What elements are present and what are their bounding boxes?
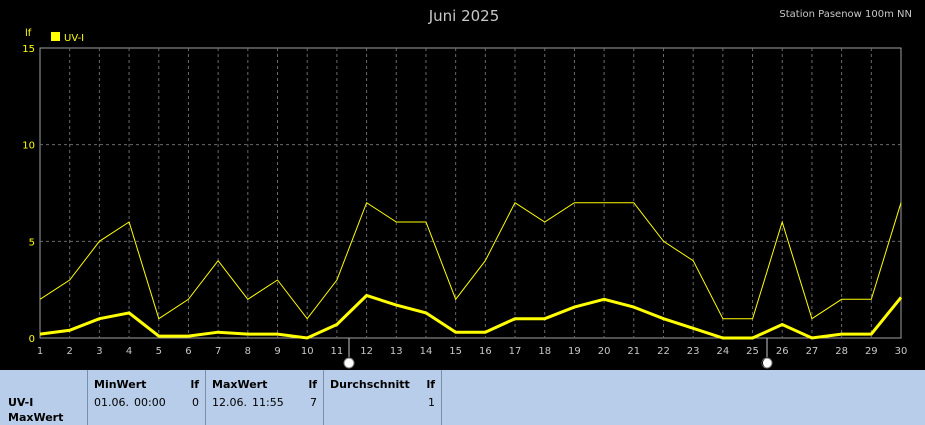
plot-frame xyxy=(39,47,902,339)
min-unit: lf xyxy=(190,378,199,391)
x-tick-label: 19 xyxy=(568,346,581,357)
x-tick-label: 11 xyxy=(331,346,344,357)
series-line-uv-i xyxy=(39,201,902,320)
min-time: 00:00 xyxy=(134,396,166,409)
min-cell: MinWert lf 01.06. 00:00 0 xyxy=(88,370,206,425)
series-lines xyxy=(39,201,903,340)
x-tick-label: 14 xyxy=(420,346,433,357)
x-tick-label: 22 xyxy=(657,346,670,357)
grid xyxy=(40,48,901,338)
x-tick-label: 6 xyxy=(185,346,191,357)
x-tick-label: 25 xyxy=(746,346,759,357)
time-markers xyxy=(343,338,773,369)
sun-icon xyxy=(343,338,355,369)
x-tick-label: 30 xyxy=(895,346,908,357)
measure-name: UV-I xyxy=(8,396,34,409)
y-tick-label: 0 xyxy=(29,334,35,345)
x-tick-label: 13 xyxy=(390,346,403,357)
x-tick-label: 15 xyxy=(449,346,462,357)
x-tick-label: 9 xyxy=(274,346,280,357)
x-tick-label: 2 xyxy=(67,346,73,357)
x-tick-label: 29 xyxy=(865,346,878,357)
max-cell: MaxWert lf 12.06. 11:55 7 xyxy=(206,370,324,425)
max-unit: lf xyxy=(308,378,317,391)
chart-title: Juni 2025 xyxy=(428,7,500,25)
x-tick-label: 27 xyxy=(806,346,819,357)
series-line-bold xyxy=(39,293,903,340)
summary-panel: UV-I MaxWert MinWert lf 01.06. 00:00 0 M… xyxy=(0,370,925,425)
min-date: 01.06. xyxy=(94,396,129,409)
x-tick-label: 5 xyxy=(156,346,162,357)
avg-header: Durchschnitt xyxy=(330,378,410,391)
max-date: 12.06. xyxy=(212,396,247,409)
x-tick-label: 28 xyxy=(835,346,848,357)
x-tick-label: 17 xyxy=(509,346,522,357)
station-label: Station Pasenow 100m NN xyxy=(779,9,912,20)
x-tick-label: 12 xyxy=(360,346,373,357)
min-value: 0 xyxy=(192,396,199,409)
y-tick-label: 15 xyxy=(22,44,35,55)
x-tick-label: 1 xyxy=(37,346,43,357)
x-tick-labels: 1 2 3 4 5 6 7 8 9 10 11 12 13 14 15 16 17 18 19 20 21 22 23 24 2… xyxy=(37,346,908,357)
max-value: 7 xyxy=(310,396,317,409)
moon-icon xyxy=(761,338,773,369)
x-tick-label: 23 xyxy=(687,346,700,357)
max-header: MaxWert xyxy=(212,378,268,391)
measure-type: MaxWert xyxy=(8,411,64,424)
y-tick-labels: 0 5 10 15 xyxy=(22,44,35,345)
avg-cell: Durchschnitt lf 1 xyxy=(324,370,442,425)
avg-value: 1 xyxy=(428,396,435,409)
x-tick-label: 8 xyxy=(245,346,251,357)
y-axis-unit: lf xyxy=(25,28,32,39)
x-tick-label: 16 xyxy=(479,346,492,357)
y-tick-label: 10 xyxy=(22,141,35,152)
uv-chart: Juni 2025 Station Pasenow 100m NN lf UV-… xyxy=(22,7,912,369)
x-tick-label: 7 xyxy=(215,346,221,357)
avg-unit: lf xyxy=(426,378,435,391)
legend-label[interactable]: UV-I xyxy=(64,33,84,44)
x-tick-label: 24 xyxy=(716,346,729,357)
x-tick-label: 4 xyxy=(126,346,132,357)
max-time: 11:55 xyxy=(252,396,284,409)
x-tick-label: 10 xyxy=(301,346,314,357)
x-tick-label: 26 xyxy=(776,346,789,357)
legend-swatch xyxy=(51,32,60,41)
min-header: MinWert xyxy=(94,378,147,391)
summary-label-cell: UV-I MaxWert xyxy=(0,370,88,425)
y-tick-label: 5 xyxy=(29,237,35,248)
x-tick-label: 21 xyxy=(627,346,640,357)
x-tick-label: 18 xyxy=(538,346,551,357)
x-tick-label: 20 xyxy=(598,346,611,357)
x-tick-label: 3 xyxy=(96,346,102,357)
